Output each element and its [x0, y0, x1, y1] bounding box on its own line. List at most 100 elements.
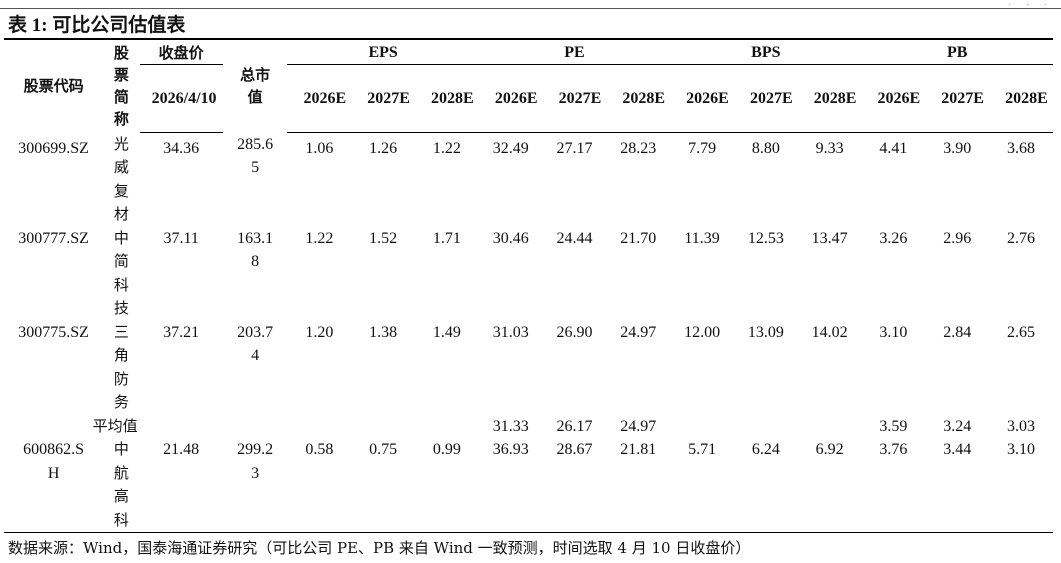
bps-value: 8.80: [751, 140, 780, 157]
header-year: 2028E: [989, 64, 1053, 133]
pb-value: 2.76: [1007, 229, 1036, 247]
average-row: 平均值 31.33 26.17 24.97 3.59 3.24 3.03: [4, 415, 1053, 439]
pb-value: 3.26: [879, 229, 908, 247]
eps-value: 1.26: [369, 140, 398, 157]
avg-pe-value: 24.97: [620, 417, 657, 435]
pe-value: 28.23: [620, 140, 657, 157]
bps-value: 12.53: [747, 229, 784, 247]
pe-value: 24.97: [620, 323, 657, 341]
decorative-dots: · · ·: [1008, 0, 1053, 11]
eps-value: 1.20: [305, 323, 334, 341]
eps-value: 1.06: [305, 140, 334, 157]
average-label: 平均值: [92, 416, 138, 435]
stock-code: 600862.SH: [4, 438, 104, 533]
pe-value: 26.90: [556, 323, 593, 341]
table-row: 300775.SZ 三角防务 37.21 203.74 1.20 1.38 1.…: [4, 321, 1053, 415]
header-group-pb: PB: [861, 38, 1053, 65]
eps-value: 0.99: [415, 438, 479, 533]
pb-value: 3.76: [861, 438, 926, 533]
bps-value: 13.09: [747, 323, 784, 341]
pe-value: 27.17: [556, 140, 593, 157]
close-price: 37.11: [163, 229, 199, 247]
bps-value: 14.02: [811, 323, 848, 341]
bps-value: 11.39: [684, 229, 720, 247]
header-close-date: 2026/4/10: [139, 64, 223, 133]
header-year: 2028E: [606, 64, 671, 133]
eps-value: 1.49: [432, 323, 461, 341]
table-row: 300699.SZ 光威复材 34.36 285.65 1.06 1.26 1.…: [4, 133, 1053, 227]
avg-pb-value: 3.59: [879, 417, 908, 435]
eps-value: 1.22: [305, 229, 334, 247]
header-code: 股票代码: [4, 38, 104, 133]
header-year: 2026E: [861, 64, 926, 133]
eps-value: 0.58: [287, 438, 352, 533]
header-year: 2027E: [925, 64, 990, 133]
pe-value: 31.03: [492, 323, 529, 341]
header-year: 2028E: [415, 64, 479, 133]
pe-value: 21.81: [606, 438, 671, 533]
eps-value: 1.52: [369, 229, 398, 247]
table-title: 表 1: 可比公司估值表: [8, 15, 186, 36]
target-row: 600862.SH 中航高科 21.48 299.23 0.58 0.75 0.…: [4, 438, 1053, 533]
close-price: 37.21: [163, 323, 200, 341]
stock-name: 中航高科: [103, 438, 140, 533]
header-year: 2026E: [287, 64, 352, 133]
pb-value: 4.41: [879, 140, 908, 157]
pb-value: 3.10: [879, 323, 908, 341]
header-year: 2026E: [478, 64, 543, 133]
pb-value: 3.10: [989, 438, 1053, 533]
market-cap: 285.65: [237, 135, 274, 177]
eps-value: 1.38: [369, 323, 398, 341]
pe-value: 28.67: [542, 438, 607, 533]
stock-code: 300699.SZ: [18, 139, 89, 157]
pe-value: 24.44: [556, 229, 593, 247]
stock-code: 300777.SZ: [18, 229, 89, 247]
market-cap: 299.23: [222, 438, 288, 533]
avg-pb-value: 3.24: [943, 417, 972, 435]
close-price: 21.48: [139, 438, 223, 533]
avg-pe-value: 31.33: [492, 417, 529, 435]
eps-value: 0.75: [351, 438, 416, 533]
header-year: 2026E: [670, 64, 734, 133]
stock-code: 300775.SZ: [18, 323, 89, 341]
stock-name: 中简科技: [113, 228, 129, 318]
pb-value: 2.96: [943, 229, 972, 247]
header-group-bps: BPS: [670, 38, 862, 65]
bps-value: 12.00: [684, 323, 721, 341]
pb-value: 3.68: [1007, 140, 1036, 157]
header-name: 股票简称: [103, 38, 140, 133]
bps-value: 9.33: [815, 140, 844, 157]
pe-value: 21.70: [620, 229, 657, 247]
pe-value: 36.93: [478, 438, 543, 533]
data-source-note: 数据来源：Wind，国泰海通证券研究（可比公司 PE、PB 来自 Wind 一致…: [8, 539, 751, 557]
market-cap: 163.18: [237, 229, 274, 271]
bps-value: 6.92: [797, 438, 862, 533]
header-year: 2027E: [733, 64, 798, 133]
pe-value: 30.46: [492, 229, 529, 247]
bps-value: 7.79: [688, 140, 717, 157]
table-row: 300777.SZ 中简科技 37.11 163.18 1.22 1.52 1.…: [4, 227, 1053, 321]
header-mktcap: 总市值: [222, 38, 288, 133]
header-close-group: 收盘价: [139, 38, 223, 65]
header-group-pe: PE: [478, 38, 671, 65]
eps-value: 1.22: [432, 140, 461, 157]
avg-pe-value: 26.17: [556, 417, 593, 435]
valuation-table: 股票代码 股票简称 收盘价 总市值 EPS PE BPS PB 2026/4/1…: [4, 38, 1053, 533]
stock-name: 三角防务: [113, 322, 129, 412]
header-year: 2028E: [797, 64, 862, 133]
pe-value: 32.49: [492, 140, 529, 157]
pb-value: 3.90: [943, 140, 972, 157]
header-group-eps: EPS: [287, 38, 479, 65]
pb-value: 2.65: [1007, 323, 1036, 341]
bps-value: 6.24: [733, 438, 798, 533]
avg-pb-value: 3.03: [1007, 417, 1036, 435]
pb-value: 2.84: [943, 323, 972, 341]
header-year: 2027E: [542, 64, 607, 133]
header-year: 2027E: [351, 64, 416, 133]
market-cap: 203.74: [237, 323, 274, 365]
eps-value: 1.71: [432, 229, 461, 247]
bps-value: 5.71: [670, 438, 734, 533]
stock-name: 光威复材: [113, 134, 129, 224]
bps-value: 13.47: [811, 229, 848, 247]
close-price: 34.36: [163, 140, 200, 157]
